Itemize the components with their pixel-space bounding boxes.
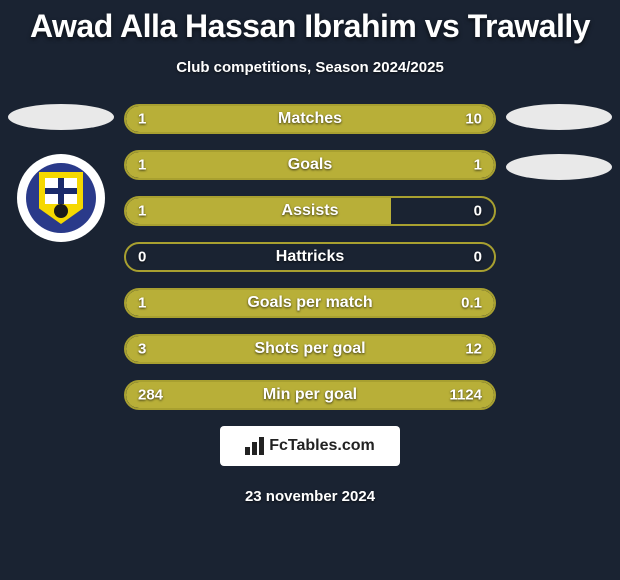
stat-label: Goals per match [247,294,372,312]
stat-row: 1 0.1 Goals per match [124,288,496,318]
player-left-badge-placeholder [8,104,114,130]
stat-value-left: 284 [138,387,163,404]
stat-value-left: 1 [138,203,146,220]
stat-bar-right [310,152,494,178]
club-badge-inner [26,163,96,233]
stat-row: 1 0 Assists [124,196,496,226]
stat-value-left: 1 [138,111,146,128]
stat-value-left: 3 [138,341,146,358]
shield-icon [39,172,83,224]
footer-date: 23 november 2024 [0,488,620,505]
stat-value-left: 0 [138,249,146,266]
stat-label: Assists [282,202,339,220]
stat-value-right: 0 [474,249,482,266]
stat-value-left: 1 [138,295,146,312]
stat-label: Shots per goal [254,340,365,358]
stat-value-right: 0 [474,203,482,220]
stat-value-right: 12 [465,341,482,358]
player-right-badge-placeholder-1 [506,104,612,130]
stat-value-right: 1124 [449,387,482,404]
stat-bar-left [126,198,391,224]
bars-icon [245,437,265,455]
stat-label: Goals [288,156,332,174]
page-title: Awad Alla Hassan Ibrahim vs Trawally [0,0,620,45]
stat-label: Min per goal [263,386,357,404]
brand-badge: FcTables.com [220,426,400,466]
stat-label: Hattricks [276,248,344,266]
page-subtitle: Club competitions, Season 2024/2025 [0,59,620,76]
stat-value-left: 1 [138,157,146,174]
brand-text: FcTables.com [269,437,375,455]
stat-row: 1 10 Matches [124,104,496,134]
stat-row: 0 0 Hattricks [124,242,496,272]
stat-row: 3 12 Shots per goal [124,334,496,364]
stat-bar-left [126,152,310,178]
stat-value-right: 0.1 [461,295,482,312]
stat-value-right: 10 [465,111,482,128]
stats-list: 110Matches11Goals10Assists00Hattricks10.… [124,104,496,410]
player-left-column [6,104,116,242]
stat-row: 284 1124 Min per goal [124,380,496,410]
comparison-content: 110Matches11Goals10Assists00Hattricks10.… [0,104,620,410]
stat-label: Matches [278,110,342,128]
player-right-badge-placeholder-2 [506,154,612,180]
stat-row: 1 1 Goals [124,150,496,180]
stat-value-right: 1 [474,157,482,174]
player-right-column [504,104,614,204]
club-badge-left [17,154,105,242]
